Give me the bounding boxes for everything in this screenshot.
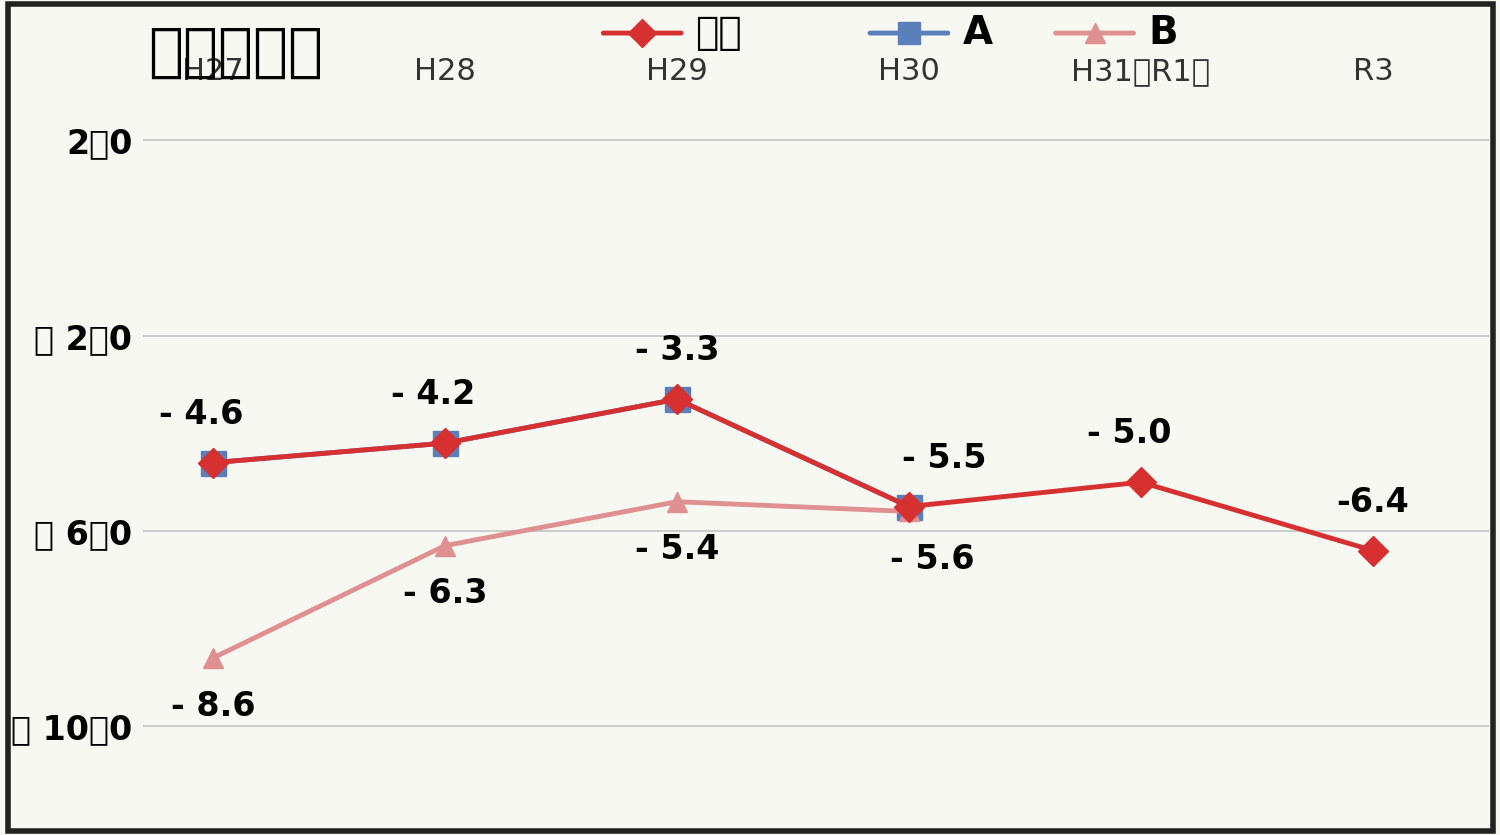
Text: H29: H29 — [646, 58, 708, 87]
Text: - 5.4: - 5.4 — [634, 534, 718, 566]
Text: 小学校国語: 小学校国語 — [148, 23, 322, 80]
Text: H27: H27 — [182, 58, 244, 87]
Text: 国語: 国語 — [696, 14, 742, 52]
Text: - 5.6: - 5.6 — [890, 544, 975, 576]
Text: H28: H28 — [414, 58, 476, 87]
Text: H31（R1）: H31（R1） — [1071, 58, 1210, 87]
Text: H30: H30 — [878, 58, 940, 87]
Text: R3: R3 — [1353, 58, 1394, 87]
Text: - 5.0: - 5.0 — [1088, 418, 1172, 450]
Text: - 3.3: - 3.3 — [634, 335, 718, 367]
Text: B: B — [1148, 14, 1178, 52]
Text: - 5.5: - 5.5 — [902, 442, 986, 475]
Text: - 4.2: - 4.2 — [392, 378, 476, 412]
Text: -6.4: -6.4 — [1336, 486, 1410, 519]
Text: - 8.6: - 8.6 — [171, 690, 255, 722]
Text: A: A — [963, 14, 993, 52]
Text: - 4.6: - 4.6 — [159, 398, 243, 431]
Text: - 6.3: - 6.3 — [404, 577, 488, 610]
